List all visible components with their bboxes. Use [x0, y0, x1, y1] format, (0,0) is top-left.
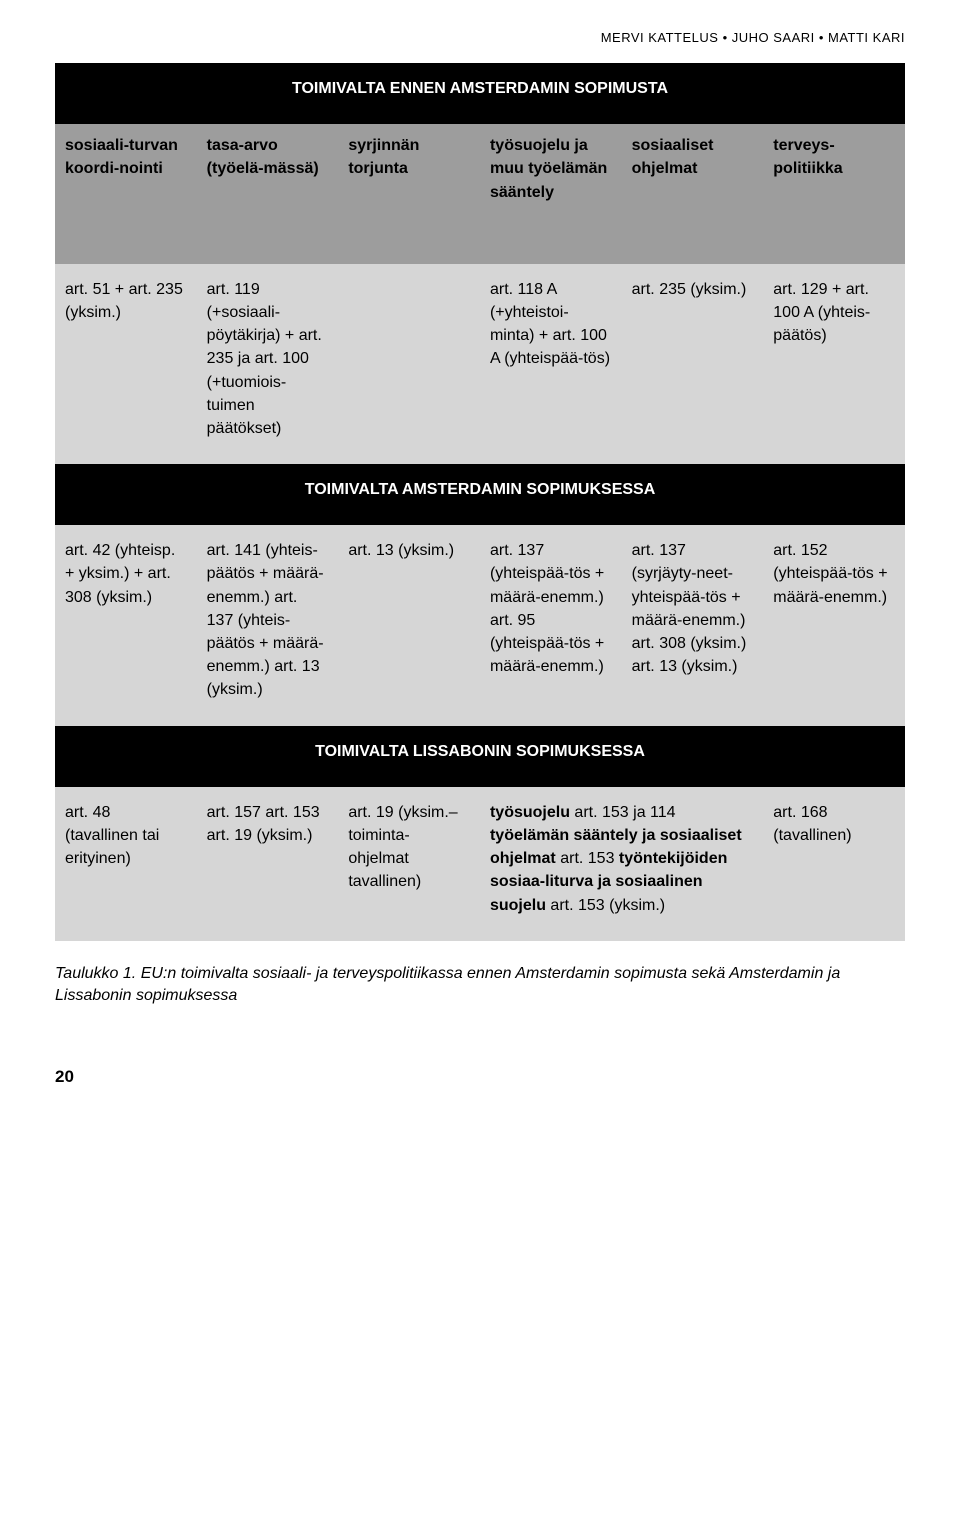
- section2-cell-5: art. 137 (syrjäyty-neet- yhteispää-tös +…: [622, 525, 764, 725]
- section1-cell-5: art. 235 (yksim.): [622, 264, 764, 464]
- section2-cell-3: art. 13 (yksim.): [338, 525, 480, 725]
- authors-line: MERVI KATTELUS • JUHO SAARI • MATTI KARI: [55, 30, 905, 45]
- section3-cell-last: art. 168 (tavallinen): [763, 787, 905, 941]
- section2-row: art. 42 (yhteisp. + yksim.) + art. 308 (…: [55, 525, 905, 725]
- section1-cell-4: art. 118 A (+yhteistoi-minta) + art. 100…: [480, 264, 622, 464]
- header-col-3: syrjinnän torjunta: [338, 124, 480, 264]
- section1-cell-2: art. 119 (+sosiaali-pöytäkirja) + art. 2…: [197, 264, 339, 464]
- section2-title: TOIMIVALTA AMSTERDAMIN SOPIMUKSESSA: [55, 464, 905, 525]
- competence-table: TOIMIVALTA ENNEN AMSTERDAMIN SOPIMUSTA s…: [55, 63, 905, 941]
- section3-cell-2: art. 157 art. 153 art. 19 (yksim.): [197, 787, 339, 941]
- section3-merged-cell: työsuojelu art. 153 ja 114 työelämän sää…: [480, 787, 763, 941]
- header-col-4: työsuojelu ja muu työelämän sääntely: [480, 124, 622, 264]
- section2-cell-6: art. 152 (yhteispää-tös + määrä-enemm.): [763, 525, 905, 725]
- table-header-row: sosiaali-turvan koordi-nointi tasa-arvo …: [55, 124, 905, 264]
- section3-cell-1: art. 48 (tavallinen tai erityinen): [55, 787, 197, 941]
- header-col-2: tasa-arvo (työelä-mässä): [197, 124, 339, 264]
- section1-row: art. 51 + art. 235 (yksim.) art. 119 (+s…: [55, 264, 905, 464]
- section2-cell-4: art. 137 (yhteispää-tös + määrä-enemm.) …: [480, 525, 622, 725]
- section1-title: TOIMIVALTA ENNEN AMSTERDAMIN SOPIMUSTA: [55, 63, 905, 124]
- section2-cell-2: art. 141 (yhteis-päätös + määrä-enemm.) …: [197, 525, 339, 725]
- header-col-1: sosiaali-turvan koordi-nointi: [55, 124, 197, 264]
- merged-b1: työsuojelu: [490, 804, 570, 821]
- header-col-5: sosiaaliset ohjelmat: [622, 124, 764, 264]
- merged-t2: art. 153: [556, 850, 619, 867]
- section3-cell-3: art. 19 (yksim.– toiminta-ohjelmat taval…: [338, 787, 480, 941]
- merged-t1: art. 153 ja 114: [570, 804, 676, 821]
- header-col-6: terveys-politiikka: [763, 124, 905, 264]
- page-number: 20: [55, 1067, 905, 1087]
- section1-cell-3: [338, 264, 480, 464]
- section2-cell-1: art. 42 (yhteisp. + yksim.) + art. 308 (…: [55, 525, 197, 725]
- table-caption: Taulukko 1. EU:n toimivalta sosiaali- ja…: [55, 963, 905, 1008]
- merged-t3: art. 153 (yksim.): [546, 897, 665, 914]
- section3-row: art. 48 (tavallinen tai erityinen) art. …: [55, 787, 905, 941]
- section3-title: TOIMIVALTA LISSABONIN SOPIMUKSESSA: [55, 726, 905, 787]
- section1-cell-6: art. 129 + art. 100 A (yhteis-päätös): [763, 264, 905, 464]
- section1-cell-1: art. 51 + art. 235 (yksim.): [55, 264, 197, 464]
